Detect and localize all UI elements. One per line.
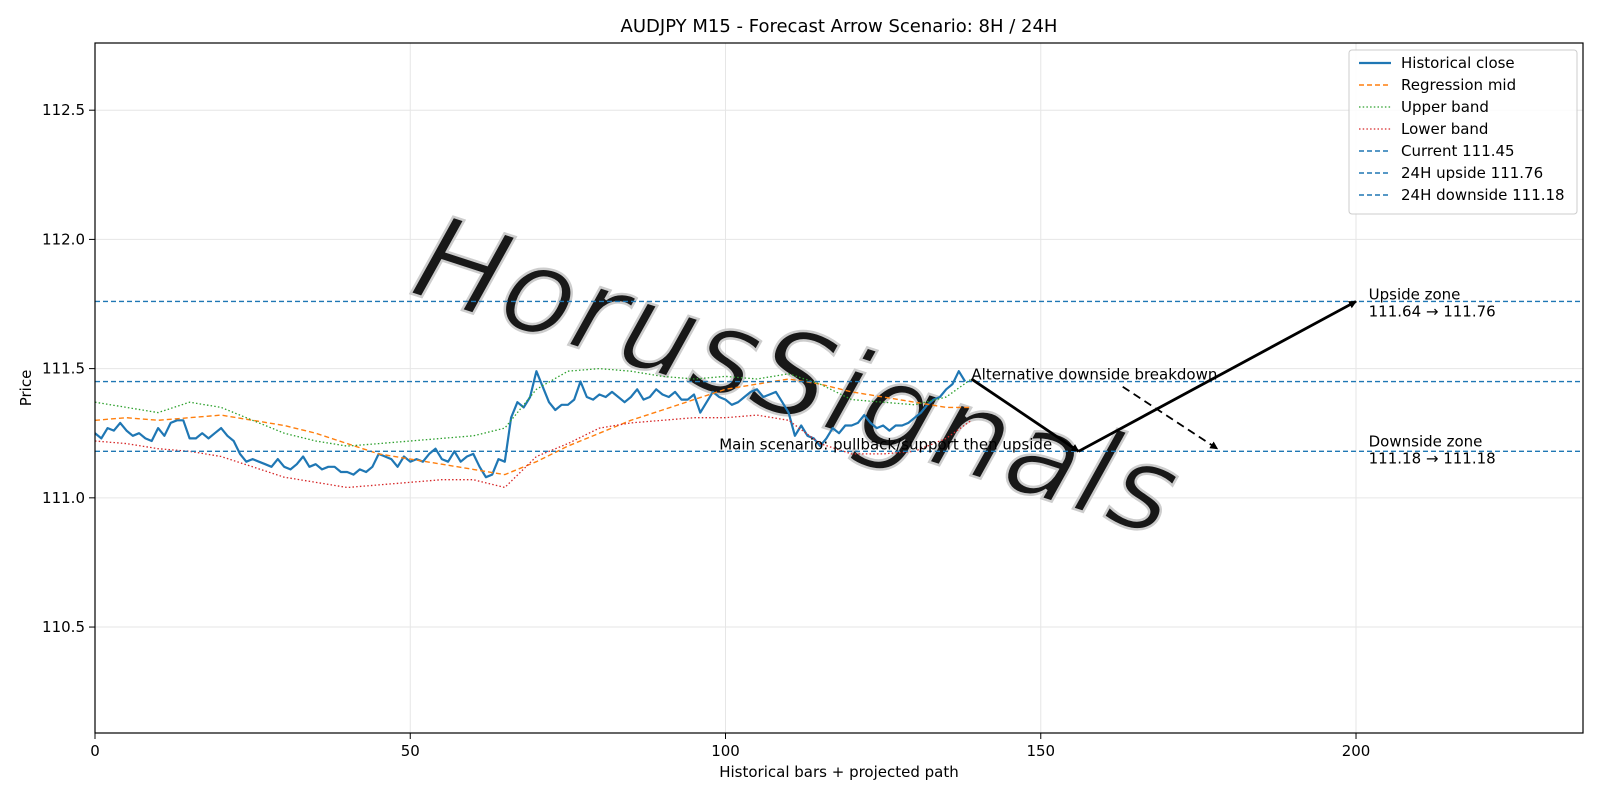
legend-label: Lower band — [1401, 120, 1488, 138]
annotation-line: Downside zone — [1369, 433, 1483, 451]
x-axis-label: Historical bars + projected path — [719, 763, 959, 781]
y-tick-label: 111.0 — [42, 489, 85, 507]
x-tick-label: 150 — [1026, 742, 1055, 760]
series-line-upper-band — [95, 367, 972, 447]
legend-label: Regression mid — [1401, 76, 1516, 94]
annotation-4: Downside zone 111.18 → 111.18 — [1369, 433, 1496, 468]
legend-label: 24H downside 111.18 — [1401, 186, 1565, 204]
x-tick-label: 200 — [1342, 742, 1371, 760]
series-line-regression-mid — [95, 378, 972, 476]
legend: Historical close Regression mid Upper band… — [1348, 49, 1578, 215]
series-layer — [95, 367, 972, 489]
scenario-arrow-1 — [970, 377, 1080, 453]
annotation-2: Main scenario: pullback/support then ups… — [719, 435, 1052, 453]
annotation-line: Main scenario: pullback/support then ups… — [719, 435, 1052, 453]
legend-label: 24H upside 111.76 — [1401, 164, 1543, 182]
reference-lines — [95, 300, 1583, 452]
annotation-1: Alternative downside breakdown — [971, 366, 1217, 384]
chart-title: AUDJPY M15 - Forecast Arrow Scenario: 8H… — [621, 16, 1058, 37]
y-tick-label: 110.5 — [42, 618, 85, 636]
y-tick-label: 112.0 — [42, 230, 85, 248]
scenario-arrows — [970, 300, 1357, 453]
grid — [94, 43, 1583, 733]
annotation-line: 111.18 → 111.18 — [1369, 450, 1496, 468]
x-tick-label: 100 — [711, 742, 740, 760]
scenario-arrow-3 — [1122, 385, 1219, 450]
series-line-historical-close — [95, 370, 967, 479]
y-axis-label: Price — [17, 370, 35, 407]
plot-frame — [94, 42, 1584, 734]
annotation-line: Alternative downside breakdown — [971, 366, 1217, 384]
series-line-lower-band — [95, 414, 972, 489]
scenario-arrow-2 — [1077, 300, 1357, 453]
legend-label: Historical close — [1401, 54, 1515, 72]
legend-box — [1348, 49, 1578, 215]
legend-label: Upper band — [1401, 98, 1489, 116]
legend-label: Current 111.45 — [1401, 142, 1515, 160]
annotation-line: 111.64 → 111.76 — [1369, 302, 1496, 320]
annotations: Alternative downside breakdown Main scena… — [719, 285, 1496, 467]
y-tick-label: 111.5 — [42, 360, 85, 378]
x-tick-label: 50 — [401, 742, 420, 760]
annotation-line: Upside zone — [1369, 285, 1461, 303]
y-tick-label: 112.5 — [42, 101, 85, 119]
annotation-3: Upside zone 111.64 → 111.76 — [1369, 285, 1496, 320]
axis-ticks: 0 50 100 150 200 110.5 111.0 111.5 112.0 112.5 — [42, 101, 1370, 760]
x-tick-label: 0 — [90, 742, 100, 760]
